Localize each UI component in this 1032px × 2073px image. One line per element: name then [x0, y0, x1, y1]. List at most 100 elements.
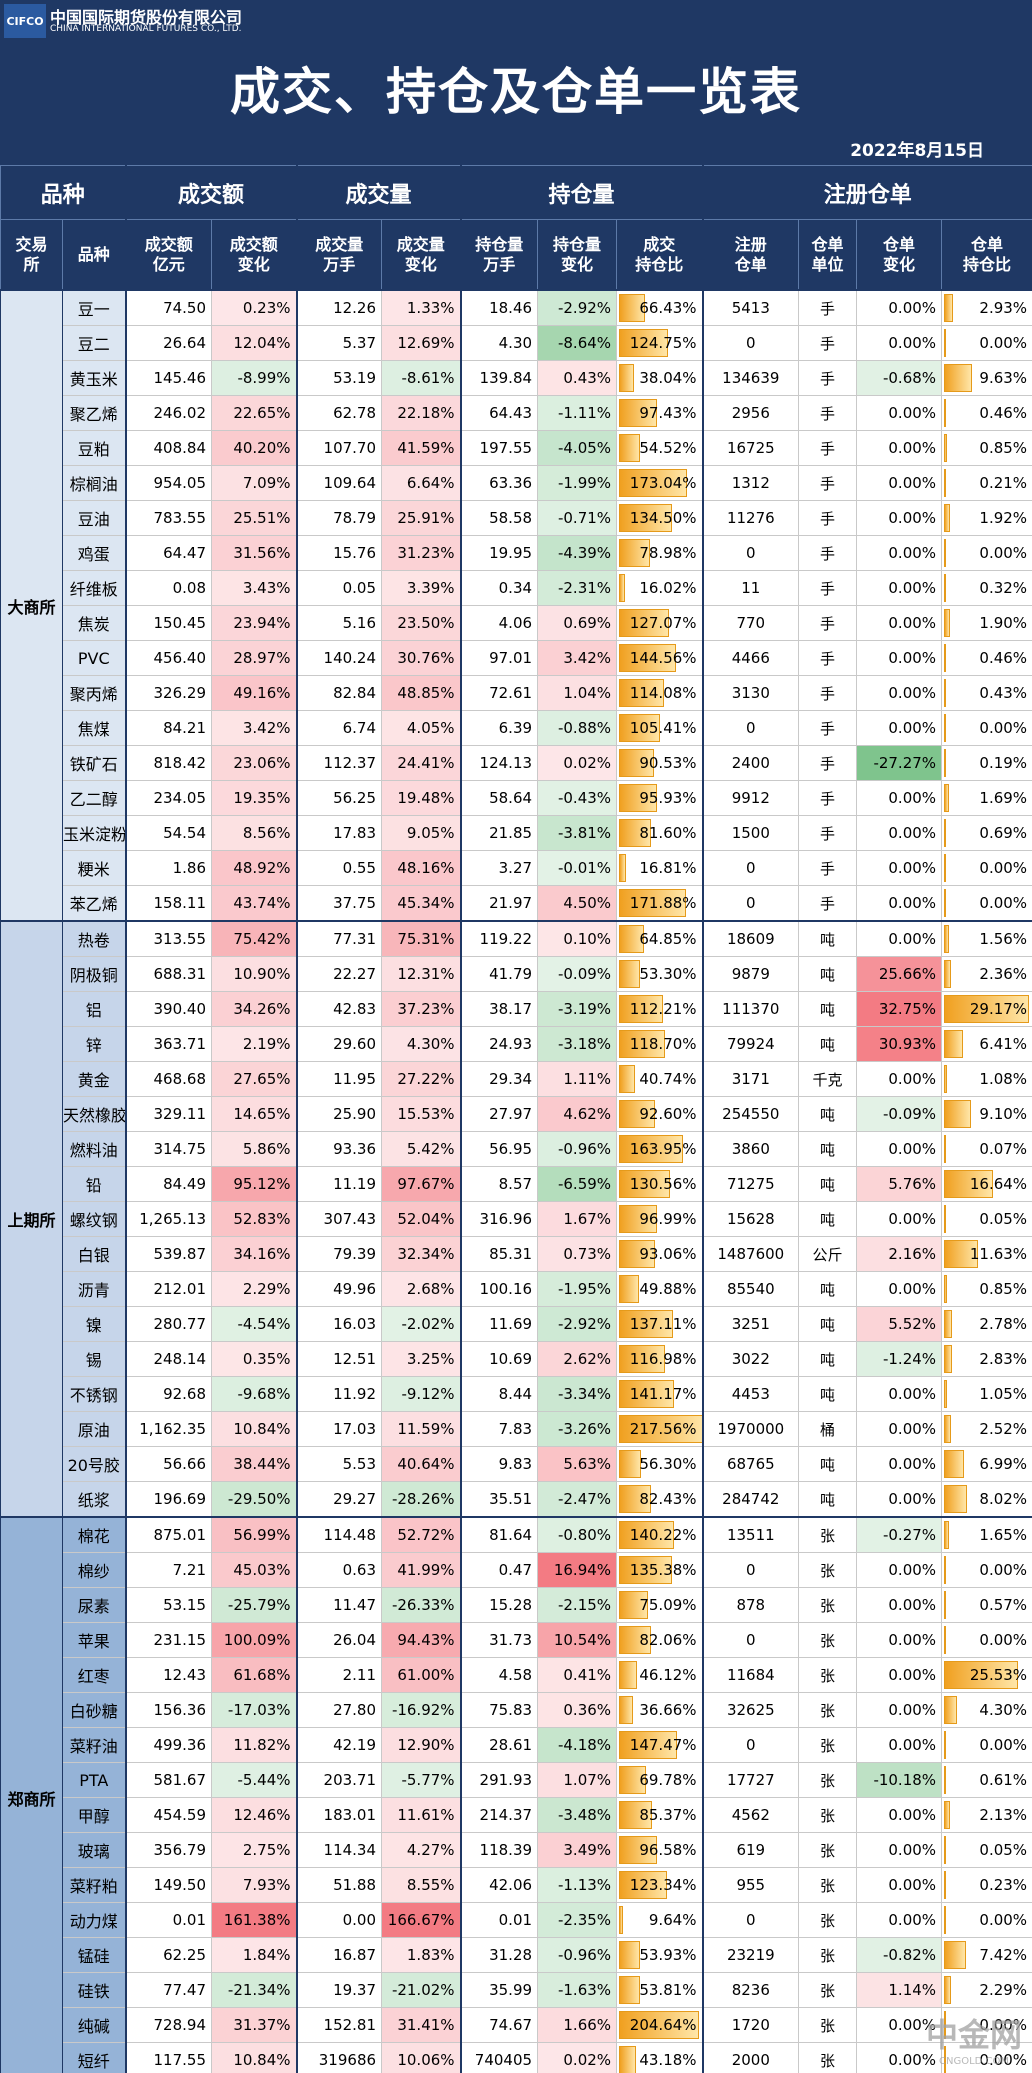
value-cell: 5.16: [295, 605, 383, 641]
value-cell: 4.50%: [537, 885, 618, 922]
ratio-bar: [619, 1836, 657, 1864]
cell-text: 12.51: [333, 1350, 377, 1368]
cell-text: 52.72%: [397, 1526, 455, 1544]
cell-text: 130.56%: [629, 1175, 697, 1193]
cell-text: 12.69%: [397, 334, 455, 352]
table-row: 上期所 热卷 313.55 75.42% 77.31 75.31% 119.22 0.10% 6…: [0, 920, 1032, 1518]
table-row: 不锈钢 92.68 -9.68% 11.92 -9.12% 8.44 -3.34% 141.1…: [1, 1376, 1032, 1412]
cell-text: 49.16%: [233, 684, 291, 702]
value-cell: 313.55: [124, 920, 213, 957]
product-cell: 短纤: [61, 2042, 127, 2073]
value-cell: 54.52%: [616, 430, 704, 466]
value-cell: 22.65%: [211, 395, 298, 431]
table-head: 品种 成交额 成交量 持仓量 注册仓单 交易 所品种 成交额 亿元 成交额 变化 成交量 万手成…: [0, 165, 1032, 291]
ratio-bar: [944, 2011, 947, 2039]
value-cell: 5.37: [295, 325, 383, 361]
value-cell: 2.11: [295, 1657, 383, 1693]
product-name: 锡: [85, 1351, 102, 1370]
ratio-bar: [619, 1380, 675, 1408]
value-cell: 0.00%: [941, 710, 1032, 746]
cell-text: 140.24: [323, 649, 377, 667]
cell-text: 41.59%: [397, 439, 455, 457]
cell-text: 363.71: [153, 1035, 207, 1053]
value-cell: 0.00: [295, 1902, 383, 1938]
product-name: 聚丙烯: [69, 685, 118, 704]
product-cell: 苯乙烯: [61, 885, 127, 922]
value-cell: 109.64: [295, 465, 383, 501]
value-cell: 0.46%: [941, 640, 1032, 676]
product-name: 菜籽粕: [69, 1877, 118, 1896]
cell-text: 10.90%: [233, 965, 291, 983]
value-cell: 118.39: [459, 1832, 539, 1868]
cell-text: 0.00%: [888, 859, 937, 877]
column-header: 成交量 万手: [295, 219, 383, 291]
cell-text: 35.51: [489, 1490, 533, 1508]
cell-text: 0.69%: [979, 824, 1028, 842]
value-cell: 5.52%: [856, 1306, 943, 1342]
cell-text: 156.36: [153, 1701, 207, 1719]
cell-text: 3130: [731, 684, 770, 702]
ratio-bar: [619, 1591, 649, 1619]
cell-text: 93.36: [333, 1140, 377, 1158]
product-name: 红枣: [77, 1667, 110, 1686]
value-cell: 手: [798, 325, 858, 361]
value-cell: 97.67%: [381, 1166, 462, 1202]
cell-text: 16.02%: [639, 579, 697, 597]
value-cell: 291.93: [459, 1762, 539, 1798]
value-cell: 0.01: [459, 1902, 539, 1938]
cell-text: 35.99: [489, 1981, 533, 1999]
value-cell: 11.69: [459, 1306, 539, 1342]
ratio-bar: [944, 960, 951, 988]
product-cell: 螺纹钢: [61, 1201, 127, 1237]
cell-text: 728.94: [153, 2016, 207, 2034]
ratio-bar: [619, 749, 655, 777]
value-cell: 19.95: [459, 535, 539, 571]
value-cell: 7.42%: [941, 1937, 1032, 1973]
value-cell: 112.37: [295, 745, 383, 781]
cell-text: 356.79: [153, 1841, 207, 1859]
cell-text: 31.23%: [397, 544, 455, 562]
product-name: 玻璃: [77, 1842, 110, 1861]
cell-text: 12.04%: [233, 334, 291, 352]
value-cell: 0.46%: [941, 395, 1032, 431]
table-row: 黄玉米 145.46 -8.99% 53.19 -8.61% 139.84 0.43% 38.…: [1, 360, 1032, 396]
cell-text: -2.15%: [557, 1596, 612, 1614]
table-row: 沥青 212.01 2.29% 49.96 2.68% 100.16 -1.95% 49.88…: [1, 1271, 1032, 1307]
cell-text: 千克: [812, 1070, 843, 1089]
cell-text: 1.86: [172, 859, 207, 877]
cell-text: 19.35%: [233, 789, 291, 807]
ratio-bar: [619, 399, 658, 427]
cell-text: 79924: [726, 1035, 775, 1053]
ratio-bar: [619, 1556, 672, 1584]
value-cell: -0.82%: [856, 1937, 943, 1973]
value-cell: 手: [798, 815, 858, 851]
cell-text: 214.37: [479, 1806, 533, 1824]
cell-text: 34.26%: [233, 1000, 291, 1018]
value-cell: 10.69: [459, 1341, 539, 1377]
cell-text: 93.06%: [639, 1245, 697, 1263]
cell-text: 15.53%: [397, 1105, 455, 1123]
cell-text: 234.05: [153, 789, 207, 807]
value-cell: 10.84%: [211, 2042, 298, 2073]
value-cell: -9.68%: [211, 1376, 298, 1412]
cell-text: 22.18%: [397, 404, 455, 422]
value-cell: 62.25: [124, 1937, 213, 1973]
value-cell: 456.40: [124, 640, 213, 676]
ratio-bar: [944, 749, 947, 777]
cell-text: -0.88%: [557, 719, 612, 737]
cell-text: 张: [820, 1736, 836, 1755]
value-cell: 0.00%: [856, 1376, 943, 1412]
cell-text: 0.00%: [888, 579, 937, 597]
value-cell: 52.83%: [211, 1201, 298, 1237]
cell-text: 张: [820, 1526, 836, 1545]
cell-text: 109.64: [323, 474, 377, 492]
cell-text: 49.88%: [639, 1280, 697, 1298]
product-name: 纤维板: [69, 580, 118, 599]
value-cell: 1,265.13: [124, 1201, 213, 1237]
cell-text: 0.00%: [979, 1911, 1028, 1929]
value-cell: 16.02%: [616, 570, 704, 606]
header-row: 品种 成交额 成交量 持仓量 注册仓单: [0, 165, 1032, 220]
ratio-bar: [944, 1415, 952, 1443]
value-cell: 688.31: [124, 956, 213, 992]
value-cell: 16.87: [295, 1937, 383, 1973]
